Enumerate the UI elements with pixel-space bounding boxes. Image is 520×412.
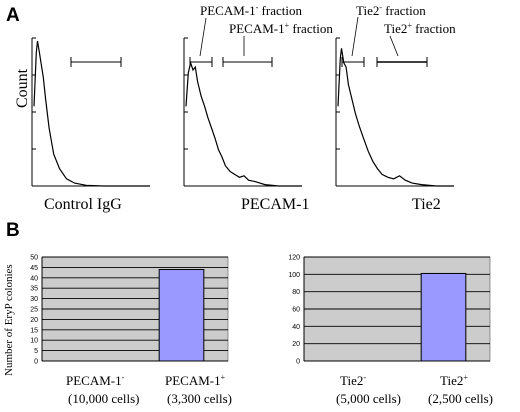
histogram-control-xlabel: Control IgG [44,196,122,213]
tie2-positive-gate-label: Tie2+ fraction [384,21,456,36]
pecam-y-tick-label: 25 [30,307,38,314]
pecam-y-tick-label: 30 [30,296,38,303]
panel-b-letter: B [6,220,20,241]
tie2-y-tick-label: 20 [292,341,300,348]
pecam-y-tick-label: 40 [30,275,38,282]
histogram-tie2-curve [337,48,454,187]
histogram-tie2: Tie2- fraction Tie2+ fraction Tie2 [335,3,456,213]
histogram-control-curve [33,40,150,187]
pecam-positive-gate-label: PECAM-1+ fraction [229,21,333,36]
pecam-negative-leader [199,17,207,57]
tie2-y-tick-label: 100 [288,272,300,279]
tie2-y-tick-label: 120 [288,255,300,262]
tie2-negative-leader [351,16,359,57]
bar-pecam-negative-cells: (10,000 cells) [68,391,139,406]
tie2-bar-1 [420,272,467,362]
pecam-y-tick-label: 10 [30,338,38,345]
bar-pecam-positive-label: PECAM-1+ [165,373,226,388]
control-marker-bar [70,57,122,67]
pecam-bar-1 [158,268,205,362]
bar-chart-tie2: 0 20 40 60 80 100 120 [288,255,491,366]
tie2-y-tick-label: 80 [292,289,300,296]
tie2-positive-leader [389,35,399,57]
bar-chart-ylabel: Number of EryP colonies [3,264,15,376]
pecam-y-tick-label: 50 [30,255,38,262]
tie2-y-tick-label: 40 [292,324,300,331]
bar-tie2-positive-label: Tie2+ [440,373,468,388]
pecam-y-tick-label: 45 [30,265,38,272]
bar-pecam-positive-cells: (3,300 cells) [167,391,232,406]
tie2-negative-gate [341,57,365,67]
histogram-tie2-ticks [336,37,340,150]
tie2-y-tick-label: 60 [292,307,300,314]
panel-a-letter: A [6,5,20,26]
bar-pecam-negative-label: PECAM-1- [66,373,125,388]
pecam-y-tick-label: 0 [34,359,38,366]
tie2-y-tick-label: 0 [296,359,300,366]
pecam-y-tick-label: 15 [30,327,38,334]
pecam-positive-gate [222,57,273,67]
bar-chart-pecam: 0 5 10 15 20 25 30 35 40 45 50 [30,255,229,366]
histogram-tie2-xlabel: Tie2 [412,196,441,213]
histogram-pecam: PECAM-1- fraction PECAM-1+ fraction PECA… [183,3,333,213]
bar-tie2-negative-label: Tie2- [340,373,366,388]
pecam-y-tick-label: 35 [30,286,38,293]
bar-tie2-positive-cells: (2,500 cells) [428,391,493,406]
tie2-positive-gate [376,57,428,67]
histogram-ylabel: Count [14,68,31,108]
pecam-y-tick-label: 20 [30,317,38,324]
pecam-negative-gate-label: PECAM-1- fraction [200,3,302,18]
histogram-pecam-xlabel: PECAM-1 [241,196,309,213]
histogram-pecam-curve [185,60,302,187]
tie2-negative-gate-label: Tie2- fraction [356,3,426,18]
histogram-control-igg: Count Control IgG [14,37,150,213]
histogram-pecam-ticks [184,37,188,150]
bar-tie2-negative-cells: (5,000 cells) [336,391,401,406]
pecam-y-tick-label: 5 [34,348,38,355]
pecam-negative-gate [189,57,213,67]
